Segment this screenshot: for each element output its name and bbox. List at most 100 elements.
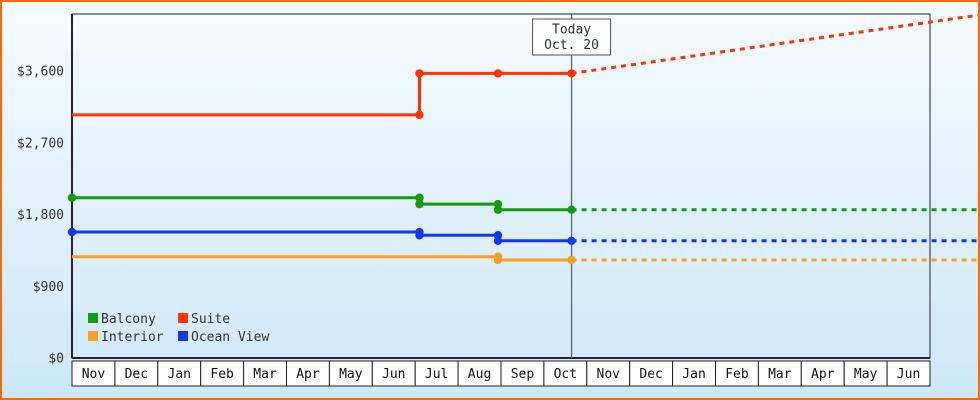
series-balcony	[67, 193, 979, 214]
month-label: Feb	[725, 367, 749, 382]
month-cell: Mar	[243, 360, 288, 387]
month-label: May	[854, 367, 878, 382]
y-axis-labels: $0 $900 $1,800 $2,700 $3,600	[17, 65, 64, 367]
month-box	[414, 360, 459, 387]
y-tick-label: $1,800	[17, 208, 64, 223]
month-cell: May	[843, 360, 888, 387]
month-label: Aug	[468, 367, 491, 382]
month-cell: Aug	[457, 360, 502, 387]
data-point-ocean-view	[493, 236, 503, 246]
today-date-label: Oct. 20	[544, 38, 599, 53]
legend-label-suite: Suite	[191, 312, 230, 327]
month-label: Mar	[253, 367, 277, 382]
series-lines	[67, 13, 979, 265]
legend-label-interior: Interior	[101, 330, 164, 345]
y-tick-label: $2,700	[17, 136, 64, 151]
month-box	[200, 360, 245, 387]
month-box	[800, 360, 845, 387]
y-tick-label: $900	[33, 280, 64, 295]
data-point-ocean-view	[567, 236, 576, 246]
today-marker: Today Oct. 20	[532, 14, 612, 358]
month-box	[157, 360, 202, 387]
month-label: Jul	[425, 367, 448, 382]
data-point-suite	[415, 69, 424, 78]
data-point-suite	[493, 69, 503, 78]
data-point-interior	[493, 255, 503, 265]
data-point-suite	[567, 69, 576, 78]
month-box	[843, 360, 888, 387]
data-point-balcony	[67, 193, 77, 202]
month-label: Nov	[82, 367, 106, 382]
data-point-interior	[567, 255, 576, 265]
month-box	[243, 360, 288, 387]
month-cell: Apr	[286, 360, 330, 387]
series-interior	[72, 252, 979, 265]
y-tick-label: $3,600	[17, 65, 64, 80]
month-cell: Jul	[414, 360, 459, 387]
month-cell: Nov	[586, 360, 631, 387]
month-label: Dec	[639, 367, 662, 382]
legend-swatch-ocean-view	[178, 331, 188, 341]
month-box	[500, 360, 545, 387]
month-cell: Dec	[114, 360, 159, 387]
month-box	[629, 360, 674, 387]
legend-label-balcony: Balcony	[101, 312, 156, 327]
month-label: May	[339, 367, 363, 382]
data-point-balcony	[415, 199, 424, 209]
series-ocean-view	[67, 227, 979, 246]
month-box	[757, 360, 802, 387]
data-point-balcony	[567, 205, 576, 214]
y-tick-label: $0	[48, 352, 64, 367]
month-box	[586, 360, 631, 387]
month-label: Jan	[168, 367, 191, 382]
legend: Balcony Suite Interior Ocean View	[88, 312, 269, 345]
legend-label-ocean-view: Ocean View	[191, 330, 269, 345]
price-line-ocean-view	[72, 230, 572, 243]
month-label: Sep	[511, 367, 535, 382]
month-box	[715, 360, 759, 387]
month-label: Mar	[768, 367, 792, 382]
month-cell: Dec	[629, 360, 674, 387]
month-label: Dec	[125, 367, 148, 382]
month-cell: Feb	[200, 360, 245, 387]
month-label: Jun	[897, 367, 920, 382]
month-label: Jun	[382, 367, 405, 382]
month-cell: Nov	[71, 360, 116, 387]
data-point-ocean-view	[415, 231, 424, 240]
month-label: Apr	[296, 367, 320, 382]
month-box	[371, 360, 416, 387]
month-cell: Apr	[800, 360, 845, 387]
legend-item-ocean-view: Ocean View	[178, 330, 269, 345]
month-cell: Jun	[886, 360, 931, 387]
price-line-balcony	[72, 196, 572, 212]
month-label: Apr	[811, 367, 835, 382]
data-point-ocean-view	[67, 227, 77, 237]
month-cell: Jun	[371, 360, 416, 387]
series-suite	[72, 13, 979, 120]
today-label: Today	[552, 23, 591, 38]
legend-swatch-interior	[88, 331, 98, 341]
month-cell: Sep	[500, 360, 545, 387]
month-cell: Jan	[157, 360, 202, 387]
data-point-suite	[415, 110, 424, 120]
x-axis-month-labels: Nov Dec Jan Feb Mar Apr May Jun Jul Aug Sep Oct Nov D…	[71, 360, 931, 387]
month-box	[328, 360, 373, 387]
month-cell: May	[328, 360, 373, 387]
today-label-box	[532, 18, 612, 56]
data-point-balcony	[493, 205, 503, 214]
month-label: Oct	[554, 367, 577, 382]
projected-price-line-suite	[571, 13, 979, 75]
month-cell: Jan	[672, 360, 716, 387]
month-cell: Mar	[757, 360, 802, 387]
legend-item-suite: Suite	[178, 312, 230, 327]
legend-swatch-suite	[178, 313, 188, 323]
month-label: Jan	[682, 367, 705, 382]
month-cell: Feb	[715, 360, 759, 387]
month-label: Feb	[210, 367, 234, 382]
month-box	[114, 360, 159, 387]
month-cell: Oct	[543, 360, 588, 387]
legend-swatch-balcony	[88, 313, 98, 323]
